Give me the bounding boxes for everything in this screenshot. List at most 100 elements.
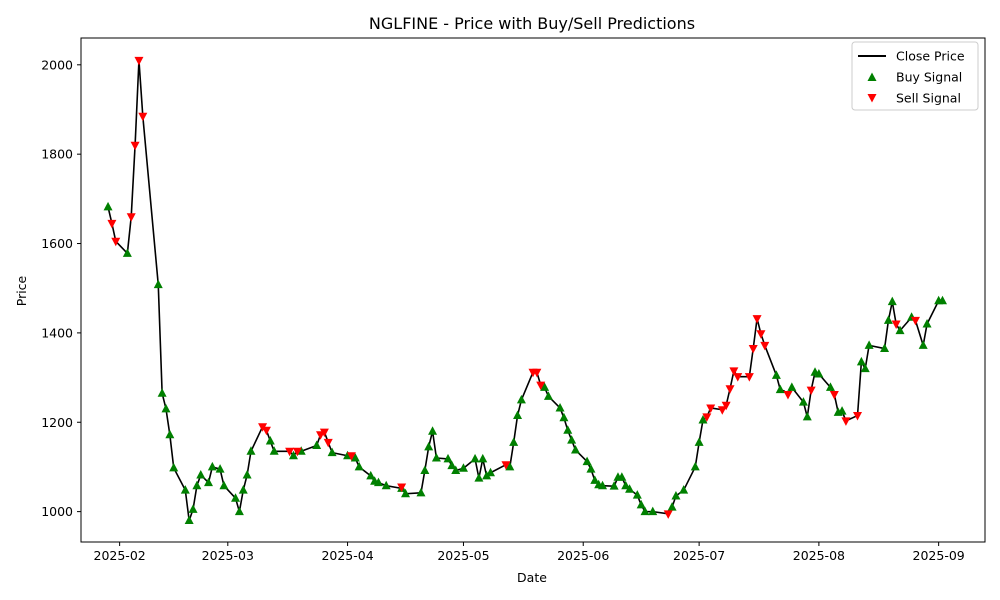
sell-signal-marker <box>107 219 117 229</box>
buy-signal-marker <box>165 429 175 439</box>
chart-title: NGLFINE - Price with Buy/Sell Prediction… <box>369 14 695 33</box>
buy-signal-marker <box>416 487 426 497</box>
buy-signal-marker <box>470 453 480 463</box>
buy-signal-marker <box>443 453 453 463</box>
legend-sell-signal-swatch <box>867 94 877 103</box>
buy-signal-marker <box>671 490 681 500</box>
buy-signal-marker <box>586 464 596 473</box>
buy-signal-marker <box>918 340 928 349</box>
buy-signal-marker <box>161 403 171 413</box>
buy-signal-marker <box>234 506 244 516</box>
sell-signal-marker <box>729 367 739 376</box>
y-tick-label: 1800 <box>41 147 73 162</box>
buy-signal-marker <box>312 440 322 449</box>
buy-signal-marker <box>219 480 229 490</box>
buy-signal-marker <box>157 388 167 397</box>
buy-signal-marker <box>938 295 948 305</box>
buy-signal-marker <box>555 402 565 412</box>
buy-signal-marker <box>420 465 430 475</box>
sell-signal-marker <box>829 391 839 400</box>
x-tick-label: 2025-04 <box>321 548 373 563</box>
buy-signal-marker <box>447 460 457 470</box>
close-price-line <box>107 59 943 522</box>
y-tick-label: 2000 <box>41 57 73 72</box>
buy-signal-marker <box>350 453 360 462</box>
buy-signal-marker <box>180 485 190 494</box>
buy-signal-marker <box>679 485 689 494</box>
buy-signal-marker <box>825 382 835 391</box>
buy-signal-marker <box>486 467 496 477</box>
sell-signal-marker <box>748 345 758 354</box>
buy-signal-marker <box>188 504 198 513</box>
y-tick-label: 1400 <box>41 325 73 340</box>
buy-signal-marker <box>648 506 658 516</box>
buy-signal-marker <box>122 248 132 257</box>
axes-frame <box>80 37 986 543</box>
buy-signal-marker <box>540 382 550 391</box>
buy-signal-marker <box>880 343 890 353</box>
buy-signal-marker <box>103 201 113 211</box>
buy-signal-marker <box>582 456 592 466</box>
buy-signal-marker <box>922 318 932 328</box>
sell-signal-marker <box>706 404 716 413</box>
buy-signal-marker <box>265 436 275 445</box>
buy-signal-marker <box>609 481 619 490</box>
sell-signal-marker <box>536 381 546 391</box>
buy-signal-marker <box>590 475 600 484</box>
buy-signal-marker <box>431 453 441 462</box>
buy-signal-marker <box>775 384 785 394</box>
buy-signal-marker <box>327 447 337 457</box>
buy-signal-marker <box>373 477 383 487</box>
legend-frame <box>851 41 979 111</box>
buy-signal-marker <box>474 473 484 482</box>
buy-signal-marker <box>598 480 608 490</box>
sell-signal-marker <box>285 447 295 457</box>
buy-signal-marker <box>771 370 781 379</box>
sell-signal-marker <box>346 452 356 461</box>
buy-signal-marker <box>887 296 897 306</box>
x-tick-label: 2025-05 <box>437 548 489 563</box>
sell-signal-marker <box>841 417 851 426</box>
sell-signal-marker <box>134 56 144 66</box>
buy-signal-marker <box>242 469 252 479</box>
axes: 2025-02 2025-03 2025-04 2025-05 2025-06 2025-… <box>41 37 986 563</box>
buy-signal-marker <box>184 515 194 525</box>
buy-signal-marker <box>798 397 808 406</box>
sell-signal-marker <box>261 426 271 436</box>
x-tick-label: 2025-02 <box>94 548 146 563</box>
sell-signal-marker <box>783 391 793 400</box>
buy-signal-marker <box>424 441 434 451</box>
sell-signal-marker <box>910 316 920 326</box>
sell-signal-marker <box>717 406 727 415</box>
buy-signal-marker <box>153 279 163 289</box>
sell-signal-marker <box>501 461 511 470</box>
sell-signal-marker <box>111 237 121 247</box>
buy-signal-marker <box>814 369 824 378</box>
x-axis-label: Date <box>517 570 547 585</box>
buy-signal-marker <box>458 463 468 472</box>
buy-signal-marker <box>856 356 866 366</box>
buy-signal-marker <box>192 480 202 490</box>
buy-signal-marker <box>196 469 206 479</box>
buy-signal-marker <box>231 493 241 502</box>
legend-sell-signal-label: Sell Signal <box>896 91 961 106</box>
buy-signal-marker <box>895 325 905 335</box>
buy-signal-marker <box>288 450 298 460</box>
plot-area <box>103 56 948 525</box>
buy-signal-marker <box>478 453 488 463</box>
buy-signal-marker <box>621 480 631 490</box>
buy-signal-marker <box>451 465 461 475</box>
legend-buy-signal-label: Buy Signal <box>896 70 962 85</box>
x-tick-label: 2025-03 <box>202 548 254 563</box>
buy-signal-marker <box>543 391 553 400</box>
x-tick-label: 2025-09 <box>913 548 965 563</box>
buy-signal-marker <box>636 499 646 509</box>
buy-signal-marker <box>694 437 704 446</box>
buy-signal-marker <box>667 502 677 511</box>
buy-signal-marker <box>860 363 870 373</box>
buy-signal-marker <box>802 411 812 421</box>
legend-buy-signal-swatch <box>867 72 877 81</box>
buy-signal-marker <box>632 490 642 499</box>
buy-signal-marker <box>428 426 438 435</box>
